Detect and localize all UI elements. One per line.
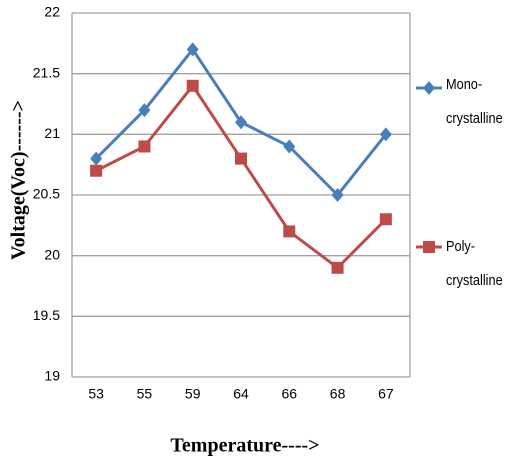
marker [379,127,392,142]
marker [138,140,151,153]
x-axis-label: Temperature----> [170,435,319,457]
marker [235,152,247,165]
legend-marker [423,81,435,95]
x-tick-label: 66 [281,386,297,402]
marker [331,188,344,202]
marker [283,225,296,238]
marker [235,115,247,130]
legend-label: Poly-crystalline [446,238,503,289]
x-tick-label: 68 [330,386,346,402]
marker [138,103,151,118]
marker [90,151,103,166]
marker [283,139,296,154]
marker [379,213,392,226]
legend-marker [423,241,435,253]
marker [186,79,199,92]
y-tick-label: 20 [44,246,60,262]
marker [90,164,103,177]
y-tick-label: 19 [44,368,60,384]
legend-label: Mono-crystalline [446,76,503,127]
x-tick-label: 53 [88,386,104,402]
x-tick-label: 67 [378,386,394,402]
marker [331,261,344,274]
marker [186,42,199,57]
y-tick-label: 19.5 [33,307,60,323]
y-axis-label: Voltage(Voc)------> [8,100,30,260]
y-tick-label: 22 [44,4,60,20]
y-tick-label: 21.5 [33,64,60,80]
y-tick-label: 20.5 [33,186,60,202]
x-tick-label: 59 [185,386,201,402]
y-tick-label: 21 [44,125,60,141]
x-tick-label: 55 [137,386,153,402]
x-tick-label: 64 [233,386,249,402]
